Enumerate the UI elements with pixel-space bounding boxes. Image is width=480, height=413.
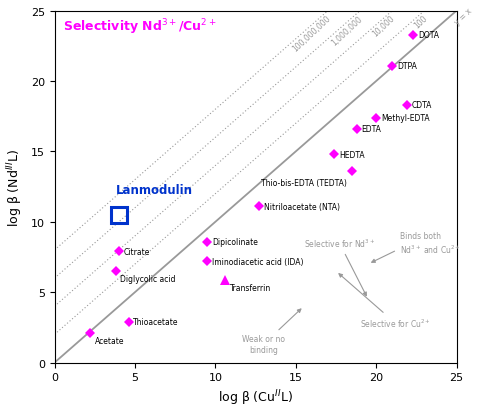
Text: Acetate: Acetate (95, 336, 124, 345)
Text: Selective for Cu$^{2+}$: Selective for Cu$^{2+}$ (339, 274, 431, 330)
Text: Methyl-EDTA: Methyl-EDTA (381, 114, 430, 123)
Y-axis label: log β (Nd$^{III}$L): log β (Nd$^{III}$L) (6, 148, 25, 226)
Text: Thioacetate: Thioacetate (133, 318, 179, 326)
Text: Weak or no
binding: Weak or no binding (242, 309, 301, 354)
Text: Diglycolic acid: Diglycolic acid (120, 274, 176, 283)
Text: DTPA: DTPA (397, 62, 417, 71)
Text: 100: 100 (412, 14, 429, 31)
Text: Selectivity Nd$^{3+}$/Cu$^{2+}$: Selectivity Nd$^{3+}$/Cu$^{2+}$ (62, 17, 216, 37)
Text: 100,000,000: 100,000,000 (291, 14, 333, 54)
Text: Transferrin: Transferrin (230, 284, 271, 293)
Text: 1,000,000: 1,000,000 (330, 14, 365, 47)
Text: Citrate: Citrate (124, 247, 150, 256)
Text: EDTA: EDTA (362, 125, 382, 134)
Text: DOTA: DOTA (418, 31, 439, 40)
Text: Iminodiacetic acid (IDA): Iminodiacetic acid (IDA) (212, 257, 304, 266)
Text: HEDTA: HEDTA (339, 150, 365, 159)
X-axis label: log β (Cu$^{II}$L): log β (Cu$^{II}$L) (218, 388, 293, 408)
Text: Nitriloacetate (NTA): Nitriloacetate (NTA) (264, 202, 340, 211)
Text: CDTA: CDTA (411, 101, 432, 110)
Text: Binds both
Nd$^{3+}$ and Cu$^{2+}$: Binds both Nd$^{3+}$ and Cu$^{2+}$ (400, 232, 461, 255)
Text: Dipicolinate: Dipicolinate (212, 237, 258, 247)
Text: Selective for Nd$^{3+}$: Selective for Nd$^{3+}$ (304, 237, 375, 296)
Text: 10,000: 10,000 (371, 14, 397, 39)
Text: Thio-bis-EDTA (TEDTA): Thio-bis-EDTA (TEDTA) (261, 178, 347, 188)
Text: Lanmodulin: Lanmodulin (116, 184, 192, 197)
Text: y = x: y = x (453, 6, 474, 26)
